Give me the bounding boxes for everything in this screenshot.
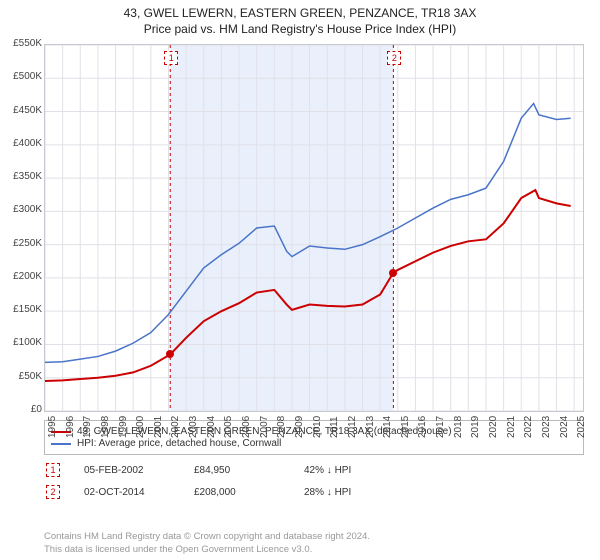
- y-axis-label: £200K: [2, 271, 42, 282]
- x-axis-label: 2015: [400, 416, 411, 438]
- x-axis-label: 2025: [576, 416, 587, 438]
- marker-badge: 2: [46, 485, 60, 499]
- x-axis-label: 2002: [170, 416, 181, 438]
- x-axis-label: 2024: [559, 416, 570, 438]
- y-axis-label: £250K: [2, 238, 42, 249]
- x-axis-label: 1996: [65, 416, 76, 438]
- plot-area: 12: [44, 44, 584, 412]
- x-axis-label: 2020: [488, 416, 499, 438]
- x-axis-label: 2016: [417, 416, 428, 438]
- legend-swatch: [51, 443, 71, 445]
- footer-line: Contains HM Land Registry data © Crown c…: [44, 531, 584, 543]
- y-axis-label: £50K: [2, 371, 42, 382]
- transaction-price: £208,000: [194, 487, 280, 498]
- legend-label: HPI: Average price, detached house, Corn…: [77, 438, 281, 449]
- sale-marker-dot: [389, 269, 397, 277]
- footer-attribution: Contains HM Land Registry data © Crown c…: [44, 531, 584, 556]
- plot-svg: [45, 45, 583, 411]
- x-axis-label: 2008: [276, 416, 287, 438]
- sale-marker-dot: [166, 350, 174, 358]
- transaction-date: 05-FEB-2002: [84, 465, 170, 476]
- y-axis-label: £300K: [2, 204, 42, 215]
- x-axis-label: 2001: [153, 416, 164, 438]
- y-axis-label: £100K: [2, 337, 42, 348]
- legend-item: HPI: Average price, detached house, Corn…: [51, 438, 577, 449]
- transaction-row: 2 02-OCT-2014 £208,000 28% ↓ HPI: [44, 485, 584, 499]
- title-address: 43, GWEL LEWERN, EASTERN GREEN, PENZANCE…: [0, 6, 600, 20]
- marker-badge: 1: [46, 463, 60, 477]
- x-axis-label: 2009: [294, 416, 305, 438]
- x-axis-label: 1998: [100, 416, 111, 438]
- transaction-delta: 42% ↓ HPI: [304, 465, 390, 476]
- transaction-row: 1 05-FEB-2002 £84,950 42% ↓ HPI: [44, 463, 584, 477]
- y-axis-label: £0: [2, 404, 42, 415]
- y-axis-label: £150K: [2, 304, 42, 315]
- x-axis-label: 1997: [82, 416, 93, 438]
- x-axis-label: 2003: [188, 416, 199, 438]
- sale-marker-badge: 2: [387, 51, 401, 65]
- x-axis-label: 2012: [347, 416, 358, 438]
- x-axis-label: 2011: [329, 416, 340, 438]
- x-axis-label: 2014: [382, 416, 393, 438]
- transaction-delta: 28% ↓ HPI: [304, 487, 390, 498]
- y-axis-label: £550K: [2, 38, 42, 49]
- x-axis-label: 2005: [223, 416, 234, 438]
- x-axis-label: 2007: [259, 416, 270, 438]
- x-axis-label: 2006: [241, 416, 252, 438]
- sale-marker-badge: 1: [164, 51, 178, 65]
- x-axis-label: 2013: [365, 416, 376, 438]
- y-axis-label: £350K: [2, 171, 42, 182]
- x-axis-label: 2010: [312, 416, 323, 438]
- x-axis-label: 2022: [523, 416, 534, 438]
- x-axis-label: 1999: [118, 416, 129, 438]
- transaction-price: £84,950: [194, 465, 280, 476]
- x-axis-label: 2000: [135, 416, 146, 438]
- footer-line: This data is licensed under the Open Gov…: [44, 544, 584, 556]
- x-axis-label: 2019: [470, 416, 481, 438]
- transaction-date: 02-OCT-2014: [84, 487, 170, 498]
- title-subtitle: Price paid vs. HM Land Registry's House …: [0, 22, 600, 36]
- x-axis-label: 2017: [435, 416, 446, 438]
- chart-container: 43, GWEL LEWERN, EASTERN GREEN, PENZANCE…: [0, 0, 600, 560]
- x-axis-label: 2018: [453, 416, 464, 438]
- x-axis-label: 2021: [506, 416, 517, 438]
- x-axis-label: 1995: [47, 416, 58, 438]
- y-axis-label: £500K: [2, 71, 42, 82]
- y-axis-label: £400K: [2, 138, 42, 149]
- x-axis-label: 2023: [541, 416, 552, 438]
- titles: 43, GWEL LEWERN, EASTERN GREEN, PENZANCE…: [0, 0, 600, 36]
- x-axis-label: 2004: [206, 416, 217, 438]
- y-axis-label: £450K: [2, 105, 42, 116]
